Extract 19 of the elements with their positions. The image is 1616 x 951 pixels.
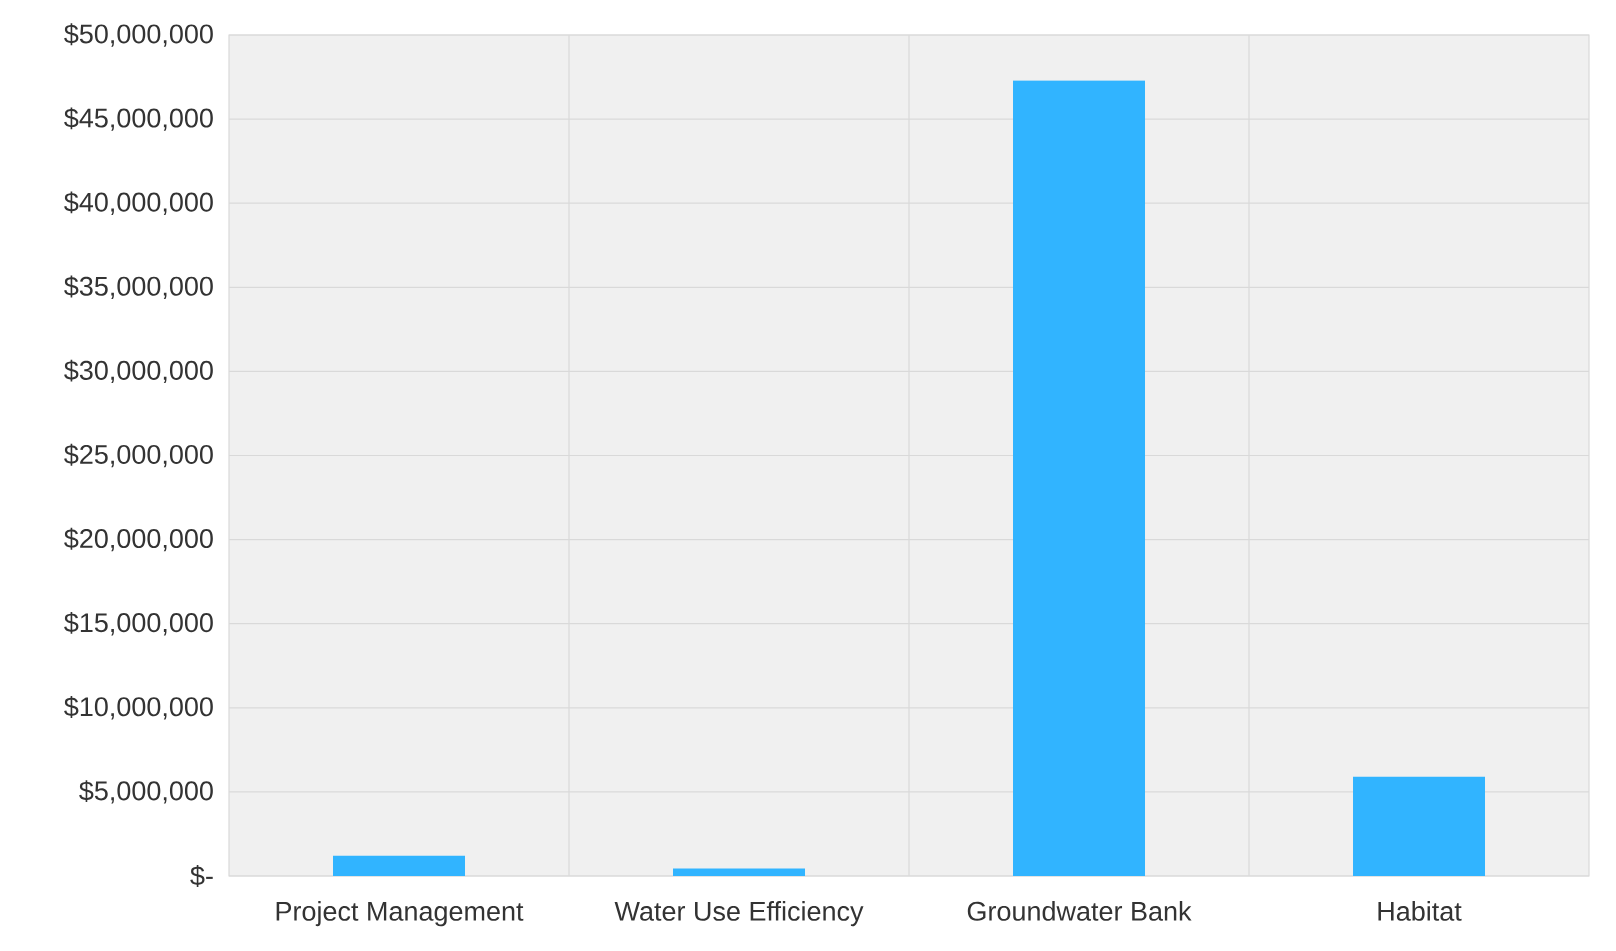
y-tick-label: $10,000,000 [64, 696, 213, 720]
bar [1013, 80, 1146, 876]
y-tick-label: $25,000,000 [64, 443, 213, 468]
x-tick-label: Project Management [276, 901, 524, 927]
bar [1353, 776, 1486, 876]
bar [333, 855, 466, 876]
x-tick-label: Groundwater Bank [967, 901, 1192, 921]
y-tick-label: $30,000,000 [64, 359, 213, 384]
bar [673, 868, 806, 876]
x-tick-label: Water Use Efficiency [614, 901, 864, 927]
y-tick-label: $15,000,000 [64, 611, 213, 636]
y-tick-label: $45,000,000 [64, 107, 213, 131]
x-tick-label: Habitat [1378, 901, 1462, 921]
y-tick-label: $40,000,000 [64, 191, 213, 215]
y-tick-label: $20,000,000 [64, 527, 213, 552]
y-tick-label: $35,000,000 [64, 275, 213, 300]
y-tick-label: $- [190, 865, 213, 887]
y-tick-label: $50,000,000 [64, 23, 213, 47]
y-tick-label: $5,000,000 [79, 780, 213, 804]
